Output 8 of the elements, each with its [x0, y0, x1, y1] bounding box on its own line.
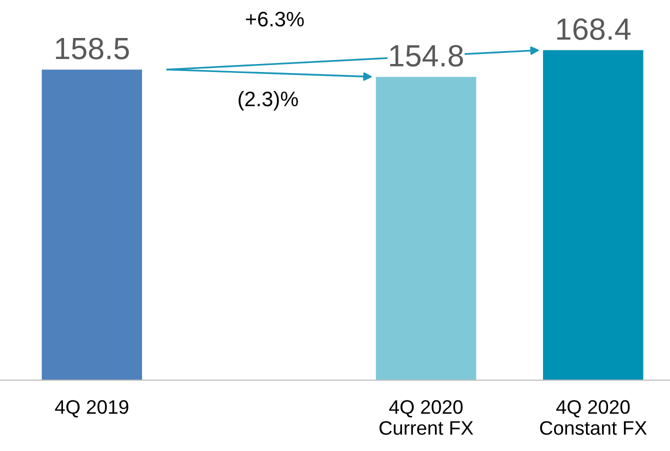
- x-tick-label: 4Q 2019: [55, 400, 128, 418]
- data-label: 158.5: [56, 38, 129, 60]
- text: +6.3%: [246, 12, 304, 27]
- data-label: 154.8: [390, 44, 463, 67]
- data-label: 168.4: [557, 18, 630, 40]
- annotation: (2.3)%: [238, 91, 298, 110]
- x-tick-label: 4Q 2020 Constant FX: [540, 400, 647, 435]
- x-tick-label: 4Q 2020 Current FX: [380, 400, 474, 435]
